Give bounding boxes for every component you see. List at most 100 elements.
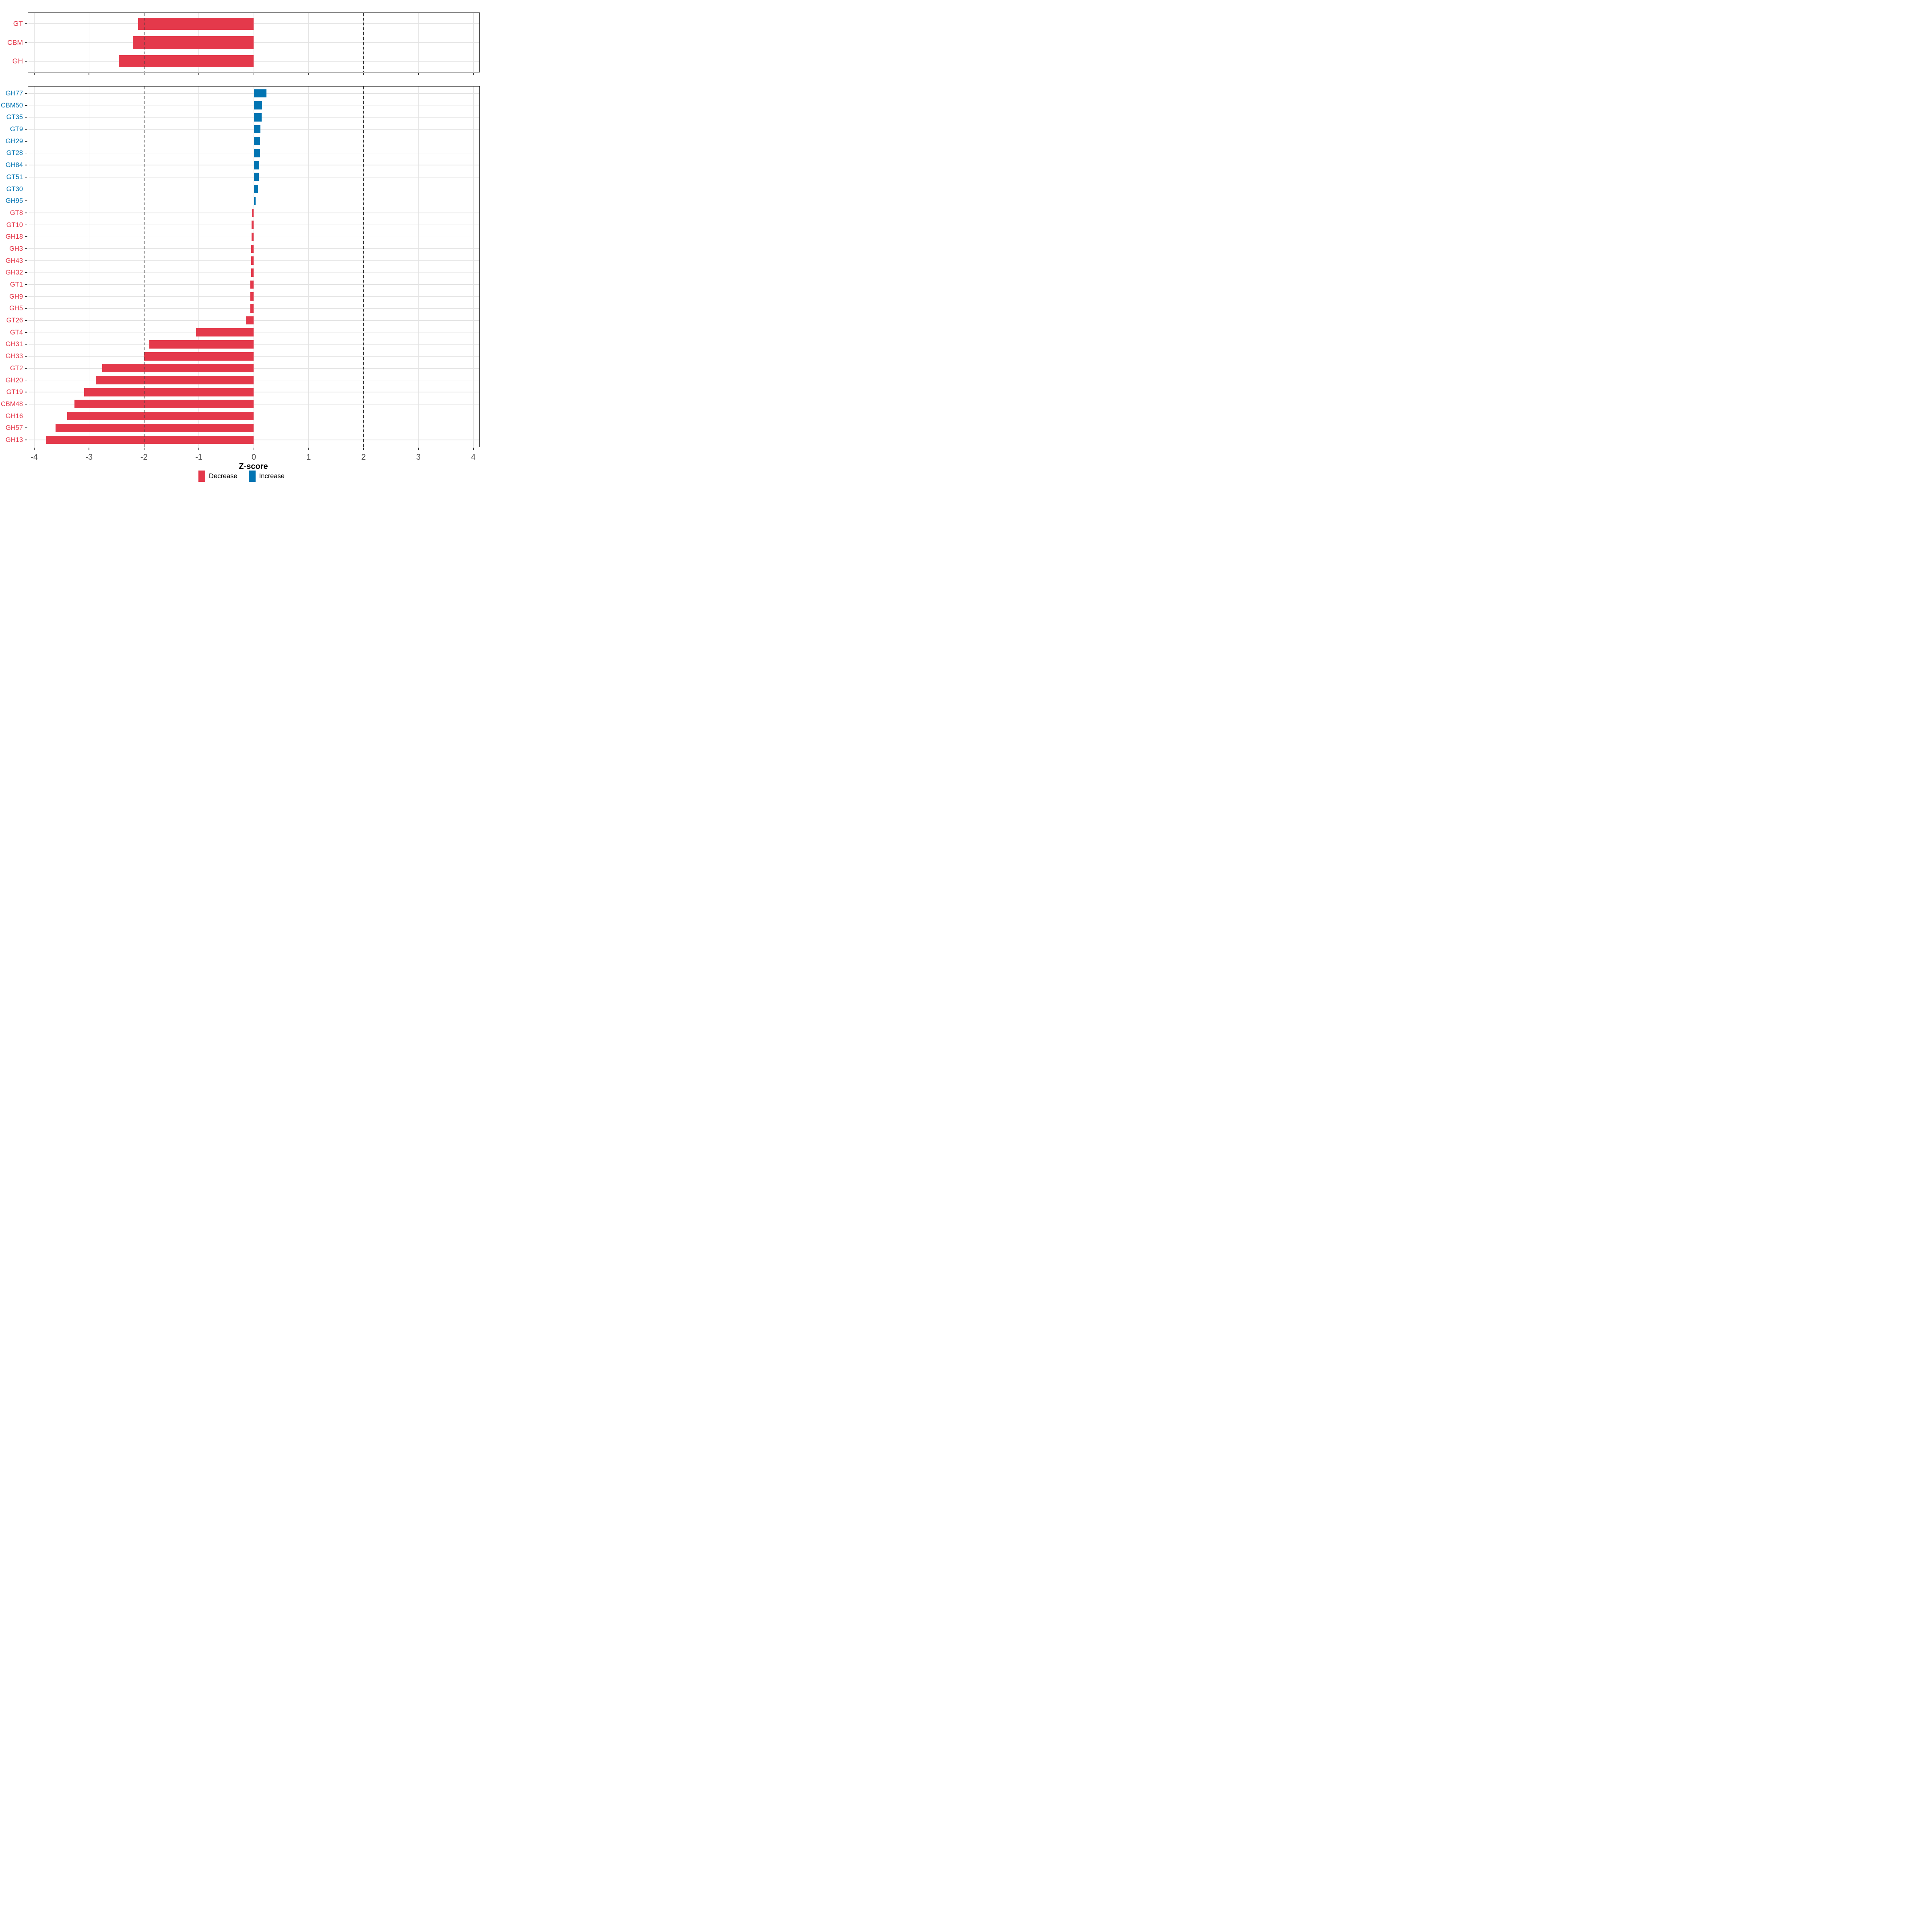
y-tick-GH77 [25,93,27,94]
gridline-v-1 [308,87,309,447]
x-tick-1 [308,448,309,450]
bar-GT26 [246,316,254,325]
y-tick-GH18 [25,236,27,237]
bar-GH32 [251,268,254,277]
bar-GT2 [102,364,254,373]
y-tick-CBM [25,42,27,43]
gridline-h-GH31 [28,344,479,345]
x-tick-label-2: 2 [361,453,366,462]
category-label-GH16: GH16 [5,412,23,420]
reference-line-2 [363,13,364,72]
category-label-CBM: CBM [7,38,23,46]
gridline-h-GT1 [28,284,479,285]
y-tick-CBM50 [25,105,27,106]
category-label-GH: GH [12,57,23,65]
category-label-GT8: GT8 [10,209,23,217]
category-label-GH20: GH20 [5,376,23,384]
bar-GT10 [252,221,254,229]
bar-GT30 [254,185,258,193]
y-tick-GT [25,23,27,24]
category-label-GT30: GT30 [6,185,23,193]
bar-GH9 [250,292,254,301]
panel-cazyme-families: -4 -3 -2 -1 0 1 2 3 4 GH77 CBM50 GT35 GT9 GH29 GT28 GH8… [1,86,480,461]
x-tick-2 [363,448,364,450]
x-tick--1 [198,448,200,450]
legend: Decrease Increase [0,470,483,482]
x-tick-4 [473,448,474,450]
bar-GH43 [251,256,254,265]
y-tick-GT4 [25,332,27,333]
y-tick-GT1 [25,284,27,285]
category-label-GT1: GT1 [10,281,23,288]
gridline-h-CBM [28,42,479,43]
y-tick-CBM48 [25,403,27,405]
category-label-GH31: GH31 [5,341,23,348]
category-label-GT51: GT51 [6,173,23,181]
reference-line-2 [363,87,364,447]
bar-GH33 [144,352,254,361]
bar-GT [138,17,254,30]
category-label-GT4: GT4 [10,328,23,336]
gridline-h-GT [28,23,479,24]
bar-GT51 [254,173,259,182]
category-label-GH57: GH57 [5,424,23,431]
gridline-h-GH5 [28,308,479,309]
y-tick-GH95 [25,200,27,202]
bar-GT8 [252,208,254,217]
category-label-GT19: GT19 [6,388,23,396]
category-label-GH13: GH13 [5,436,23,444]
y-tick-GH29 [25,140,27,142]
category-label-GH29: GH29 [5,137,23,145]
bar-GH84 [254,161,260,169]
category-label-GH84: GH84 [5,161,23,169]
bar-GH18 [252,232,254,241]
bar-CBM48 [74,400,254,409]
x-tick--4 [34,448,35,450]
bar-CBM [133,36,254,49]
gridline-h-GH43 [28,260,479,261]
category-label-GH33: GH33 [5,352,23,360]
category-label-GH18: GH18 [5,233,23,241]
category-label-GH32: GH32 [5,269,23,277]
x-tick-2 [363,73,364,75]
bar-GH20 [95,376,254,384]
gridline-h-GH3 [28,248,479,249]
y-tick-GH3 [25,248,27,249]
bar-GH13 [46,436,254,444]
category-label-GH77: GH77 [5,89,23,97]
legend-swatch-increase [248,471,256,482]
x-tick-3 [418,448,419,450]
legend-item-decrease: Decrease [198,471,237,482]
y-tick-GH33 [25,356,27,357]
x-tick-label-1: 1 [306,453,311,462]
panel-cazyme-classes: GT CBM GH [7,12,480,75]
x-tick-3 [418,73,419,75]
gridline-v--1 [198,87,199,447]
x-tick-label--4: -4 [31,453,38,462]
y-tick-GT51 [25,176,27,178]
category-label-GT9: GT9 [10,125,23,133]
bar-GT9 [254,125,260,134]
legend-label-increase: Increase [259,472,285,480]
y-tick-GT2 [25,367,27,369]
bar-GT1 [250,280,254,289]
legend-swatch-decrease [198,471,206,482]
x-tick-label-3: 3 [416,453,421,462]
category-label-GT2: GT2 [10,364,23,372]
bar-CBM50 [254,101,262,110]
y-tick-GH9 [25,296,27,297]
category-label-GT10: GT10 [6,221,23,229]
bar-GH31 [149,340,254,349]
legend-label-decrease: Decrease [209,472,237,480]
bar-GH29 [254,137,260,146]
category-label-GT35: GT35 [6,114,23,121]
y-tick-GT35 [25,117,27,118]
category-label-CBM48: CBM48 [0,400,23,408]
x-tick-label--3: -3 [85,453,93,462]
gridline-h-GH9 [28,296,479,297]
bar-GH [119,55,254,68]
bar-GH95 [254,196,256,205]
bar-GH77 [254,89,266,98]
category-label-GH43: GH43 [5,257,23,264]
category-label-GH5: GH5 [9,305,23,312]
